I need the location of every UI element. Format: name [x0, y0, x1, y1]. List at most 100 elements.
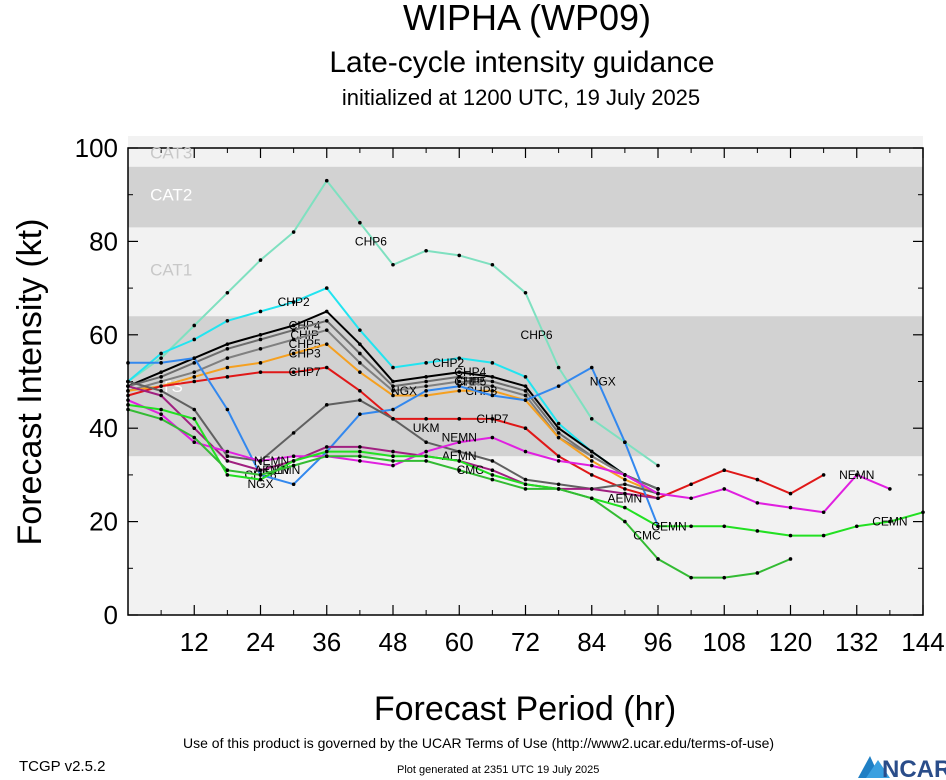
series-label-aemn: AEMN [608, 491, 643, 505]
point-chp7 [258, 370, 263, 374]
point-cmc [523, 487, 528, 491]
point-nemn [159, 412, 163, 416]
point-chp7 [722, 468, 727, 473]
point-chp4 [391, 379, 395, 384]
point-cemn [424, 454, 428, 459]
point-cmc [225, 468, 230, 473]
series-label-ngx: NGX [391, 384, 417, 398]
point-chp3 [291, 351, 296, 356]
point-chp3 [391, 393, 395, 398]
point-chp3 [424, 393, 428, 398]
series-label-nemn: NEMN [839, 468, 874, 482]
point-cmc [192, 435, 197, 440]
point-cmc [722, 575, 727, 580]
x-tick-label: 60 [445, 627, 474, 657]
point-cmc [291, 463, 296, 468]
point-chp4 [457, 370, 462, 374]
point-nemn [225, 449, 230, 454]
point-chp7 [689, 482, 693, 487]
chart-init-time: initialized at 1200 UTC, 19 July 2025 [342, 85, 700, 110]
point-chp5 [391, 389, 395, 393]
point-ngx [623, 440, 627, 445]
point-ukm [225, 454, 230, 459]
point-chp2 [159, 351, 163, 356]
point-chip [523, 389, 528, 393]
series-label-ukm: UKM [413, 421, 440, 435]
version-text: TCGP v2.5.2 [19, 758, 106, 775]
point-chip [225, 347, 230, 351]
point-nemn [722, 487, 727, 491]
point-ngx [589, 365, 594, 370]
point-ukm [490, 459, 495, 463]
point-cemn [854, 524, 859, 529]
point-chp5 [258, 347, 263, 351]
point-chp2 [391, 365, 395, 370]
point-nemn [523, 449, 528, 454]
series-label-chp6: CHP6 [355, 234, 387, 248]
point-chp2 [358, 328, 362, 332]
point-cemn [192, 417, 197, 421]
point-chp3 [556, 435, 561, 440]
point-chp6 [490, 262, 495, 267]
series-label-nemn: NEMN [254, 454, 289, 468]
point-cmc [755, 571, 760, 575]
point-chp2 [258, 309, 263, 314]
x-tick-label: 120 [769, 627, 812, 657]
point-chp5 [589, 454, 594, 459]
point-chip [192, 361, 197, 365]
point-nemn [391, 463, 395, 468]
point-chp6 [391, 262, 395, 267]
x-tick-label: 144 [901, 627, 944, 657]
point-ukm [126, 379, 130, 384]
point-aemn [391, 449, 395, 454]
point-chip [358, 351, 362, 356]
generated-text: Plot generated at 2351 UTC 19 July 2025 [397, 764, 600, 776]
chart-subtitle: Late-cycle intensity guidance [329, 46, 714, 79]
point-chip [424, 379, 428, 384]
band-label-cat3: CAT3 [150, 144, 192, 163]
x-tick-label: 96 [644, 627, 673, 657]
point-aemn [589, 487, 594, 491]
y-tick-label: 0 [104, 600, 118, 630]
point-ngx [358, 412, 362, 416]
point-chp6 [589, 417, 594, 421]
point-chp2 [225, 318, 230, 323]
point-chp3 [490, 389, 495, 393]
point-chp7 [490, 417, 495, 421]
point-chp3 [192, 375, 197, 379]
point-chp2 [291, 300, 296, 304]
series-label-cemn: CEMN [651, 519, 686, 533]
series-label-chp5: CHP5 [454, 375, 486, 389]
series-label-chp7: CHP7 [476, 412, 508, 426]
point-chip [258, 337, 263, 342]
point-chip [457, 375, 462, 379]
x-tick-label: 108 [703, 627, 746, 657]
point-cemn [126, 403, 130, 407]
point-chp6 [291, 230, 296, 234]
point-chp5 [291, 337, 296, 342]
x-tick-label: 24 [246, 627, 275, 657]
point-ngx [159, 361, 163, 365]
x-tick-label: 84 [577, 627, 606, 657]
point-chp3 [589, 459, 594, 463]
point-chp3 [225, 365, 230, 370]
point-chp5 [225, 356, 230, 360]
point-chp7 [457, 417, 462, 421]
point-chp6 [192, 323, 197, 328]
point-chp2 [192, 337, 197, 342]
point-ngx [192, 356, 197, 360]
point-cmc [556, 487, 561, 491]
x-tick-label: 132 [835, 627, 878, 657]
x-tick-label: 72 [511, 627, 540, 657]
point-chp2 [324, 286, 329, 290]
y-tick-label: 80 [89, 226, 118, 256]
point-chp4 [424, 375, 428, 379]
point-chp5 [457, 379, 462, 384]
point-cemn [391, 454, 395, 459]
point-chp7 [324, 365, 329, 370]
point-ngx [291, 482, 296, 487]
point-cmc [391, 459, 395, 463]
point-chp7 [589, 473, 594, 477]
point-chp7 [623, 487, 627, 491]
